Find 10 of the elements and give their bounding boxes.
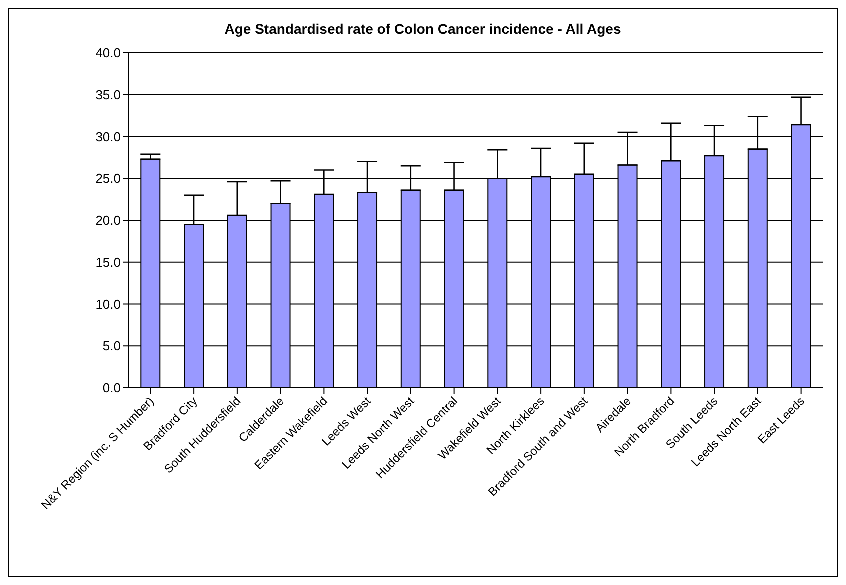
y-tick-label: 40.0 bbox=[96, 46, 121, 61]
y-tick-label: 30.0 bbox=[96, 129, 121, 144]
y-tick-label: 25.0 bbox=[96, 171, 121, 186]
y-tick-label: 0.0 bbox=[102, 380, 121, 396]
y-tick-label: 10.0 bbox=[96, 296, 121, 312]
y-tick-label: 15.0 bbox=[96, 254, 121, 270]
y-tick-label: 5.0 bbox=[102, 338, 121, 354]
y-tick-label: 20.0 bbox=[96, 213, 121, 228]
y-tick-label: 35.0 bbox=[96, 87, 121, 102]
chart-title: Age Standardised rate of Colon Cancer incidence - All Ages bbox=[224, 20, 622, 39]
